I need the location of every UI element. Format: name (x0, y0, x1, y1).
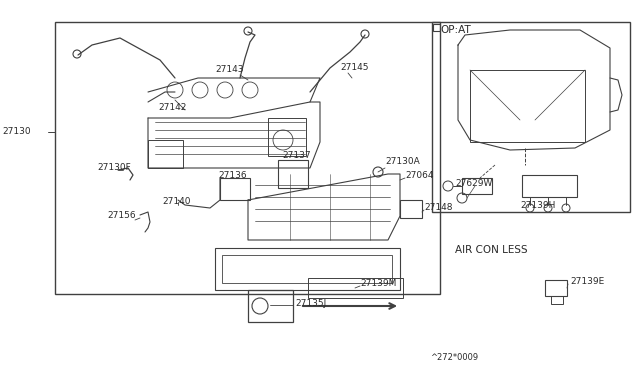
Bar (308, 278, 403, 298)
Bar (215, 248, 400, 290)
Text: ^272*0009: ^272*0009 (430, 353, 478, 362)
Text: 27135J: 27135J (295, 298, 326, 308)
Text: 27142: 27142 (158, 103, 186, 112)
Bar (268, 118, 306, 156)
Text: 27143: 27143 (215, 65, 243, 74)
Text: 27145: 27145 (340, 64, 369, 73)
Bar (248, 290, 293, 322)
Text: OP:AT: OP:AT (440, 25, 471, 35)
Text: AIR CON LESS: AIR CON LESS (455, 245, 527, 255)
Text: 27139E: 27139E (570, 278, 604, 286)
Text: 27136: 27136 (218, 170, 246, 180)
Bar (220, 178, 250, 200)
Text: 27140: 27140 (162, 198, 191, 206)
Text: 27629W: 27629W (455, 179, 492, 187)
Text: 27139H: 27139H (520, 202, 556, 211)
Text: 27130A: 27130A (385, 157, 420, 167)
Text: 27139M: 27139M (360, 279, 396, 288)
Text: 27156: 27156 (107, 211, 136, 219)
Bar (551, 296, 563, 304)
Bar (522, 175, 577, 197)
Text: 27064: 27064 (405, 171, 433, 180)
Bar (55, 22, 440, 294)
Bar (222, 255, 392, 283)
Bar (278, 160, 308, 188)
Text: 27130F: 27130F (97, 164, 131, 173)
Text: 27130: 27130 (2, 128, 31, 137)
Bar (432, 22, 630, 212)
Bar (470, 70, 585, 142)
Text: 27137: 27137 (282, 151, 310, 160)
Text: 27148: 27148 (424, 202, 452, 212)
Bar (400, 200, 422, 218)
Bar (545, 280, 567, 296)
Bar (433, 24, 440, 31)
Bar (462, 178, 492, 194)
Bar (148, 140, 183, 168)
